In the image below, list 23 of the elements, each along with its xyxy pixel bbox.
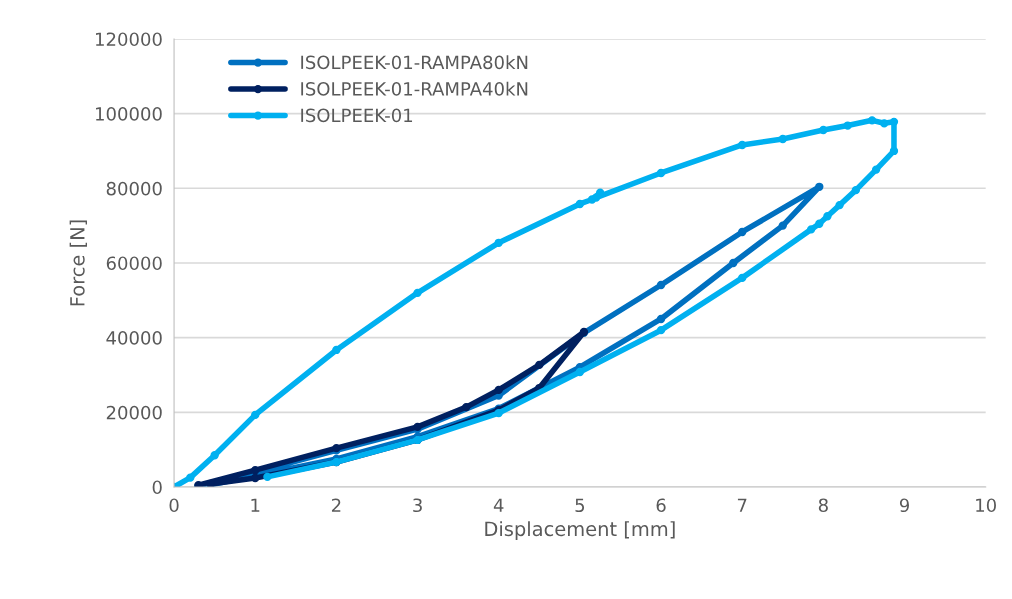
y-tick-label: 40000 — [106, 331, 162, 345]
x-tick-label: 0 — [169, 498, 179, 513]
legend-label: ISOLPEEK-01-RAMPA40kN — [301, 81, 528, 96]
x-tick-label: 7 — [737, 498, 747, 512]
x-tick-label: 10 — [976, 498, 996, 513]
x-tick-label: 9 — [899, 498, 909, 513]
y-tick-label: 100000 — [96, 107, 162, 121]
y-tick-label: 60000 — [106, 256, 162, 271]
x-tick-label: 5 — [575, 498, 585, 513]
x-tick-label: 2 — [331, 498, 341, 512]
x-axis-title: Displacement [mm] — [485, 521, 675, 540]
x-tick-label: 6 — [656, 498, 666, 513]
y-tick-label: 0 — [152, 480, 162, 495]
x-tick-label: 8 — [818, 498, 828, 513]
legend-label: ISOLPEEK-01-RAMPA80kN — [301, 55, 528, 70]
x-tick-label: 3 — [413, 498, 422, 513]
y-axis-title: Force [N] — [69, 220, 87, 306]
x-tick-label: 4 — [493, 498, 504, 512]
x-tick-label: 1 — [251, 498, 260, 512]
y-tick-label: 120000 — [96, 32, 162, 47]
legend-label: ISOLPEEK-01 — [301, 108, 413, 123]
y-tick-label: 80000 — [106, 181, 162, 196]
y-tick-label: 20000 — [106, 405, 162, 420]
